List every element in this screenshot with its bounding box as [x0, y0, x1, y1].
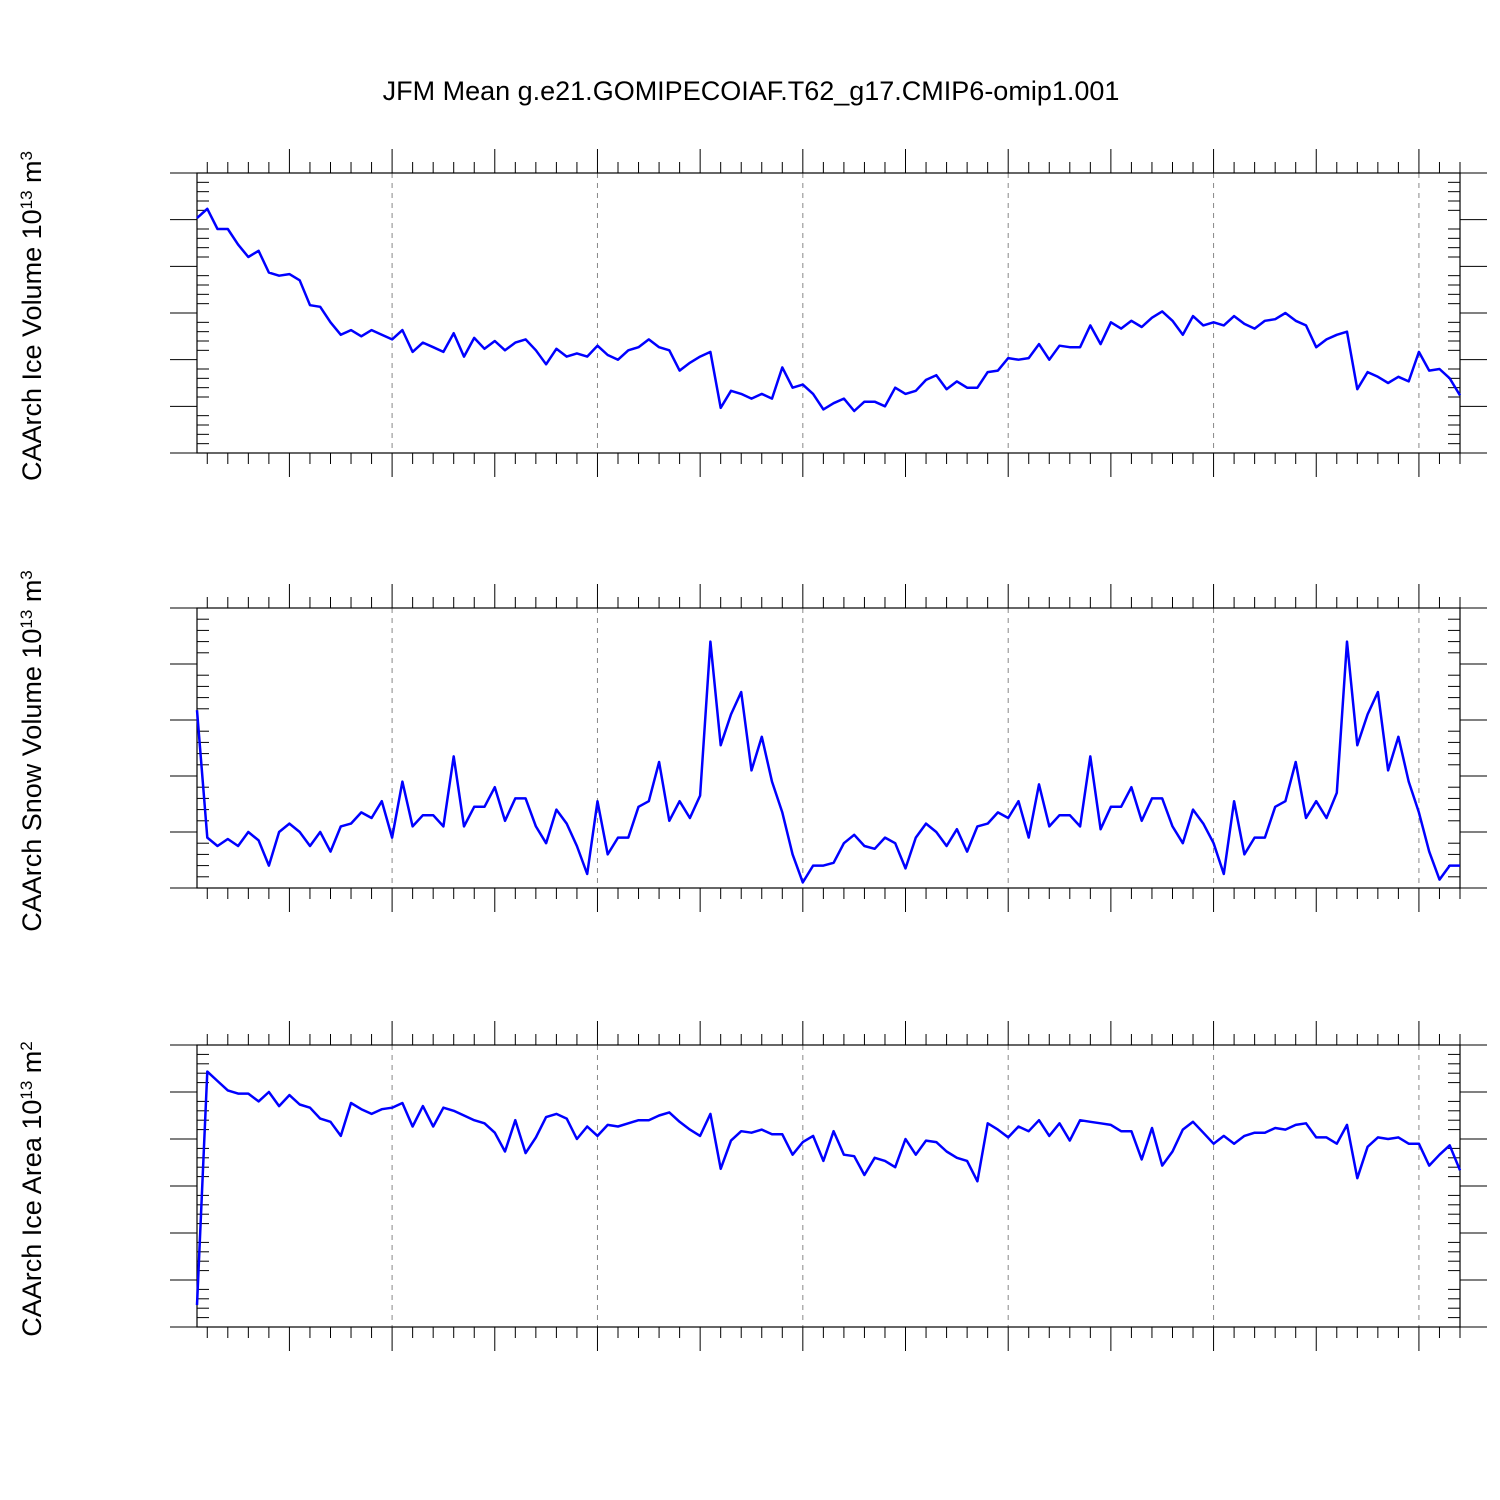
- series-line: [195, 1070, 1462, 1306]
- series-line: [196, 207, 1462, 413]
- y-axis-label: CAArch Ice Area 1013 m2: [17, 1041, 48, 1337]
- plot-frame: [196, 172, 1461, 454]
- y-axis-label-exponent: 13: [17, 610, 36, 629]
- series-line: [195, 640, 1460, 884]
- y-axis-label-unit-exponent: 3: [17, 151, 36, 160]
- ice-area-panel: CAArch Ice Area 1013 m2: [17, 1021, 1487, 1351]
- plot-frame: [196, 1044, 1461, 1328]
- y-axis-label-text: CAArch Snow Volume 10: [17, 629, 47, 932]
- y-axis-label-exponent: 13: [17, 190, 36, 209]
- y-axis-label-unit: m: [17, 160, 47, 190]
- chart-title: JFM Mean g.e21.GOMIPECOIAF.T62_g17.CMIP6…: [383, 76, 1120, 106]
- y-axis-label-unit-exponent: 3: [17, 570, 36, 579]
- y-axis-label-text: CAArch Ice Area 10: [17, 1100, 47, 1337]
- y-axis-label: CAArch Snow Volume 1013 m3: [17, 570, 48, 932]
- y-axis-label-unit-exponent: 2: [17, 1041, 36, 1050]
- plot-frame: [196, 607, 1461, 889]
- y-axis-label-text: CAArch Ice Volume 10: [17, 209, 47, 481]
- y-axis-label-unit: m: [17, 1051, 47, 1081]
- y-axis-label-unit: m: [17, 580, 47, 610]
- y-axis-label: CAArch Ice Volume 1013 m3: [17, 151, 48, 481]
- y-axis-label-exponent: 13: [17, 1081, 36, 1100]
- snow-volume-panel: CAArch Snow Volume 1013 m3: [17, 570, 1487, 932]
- ice-volume-panel: CAArch Ice Volume 1013 m3: [17, 149, 1487, 481]
